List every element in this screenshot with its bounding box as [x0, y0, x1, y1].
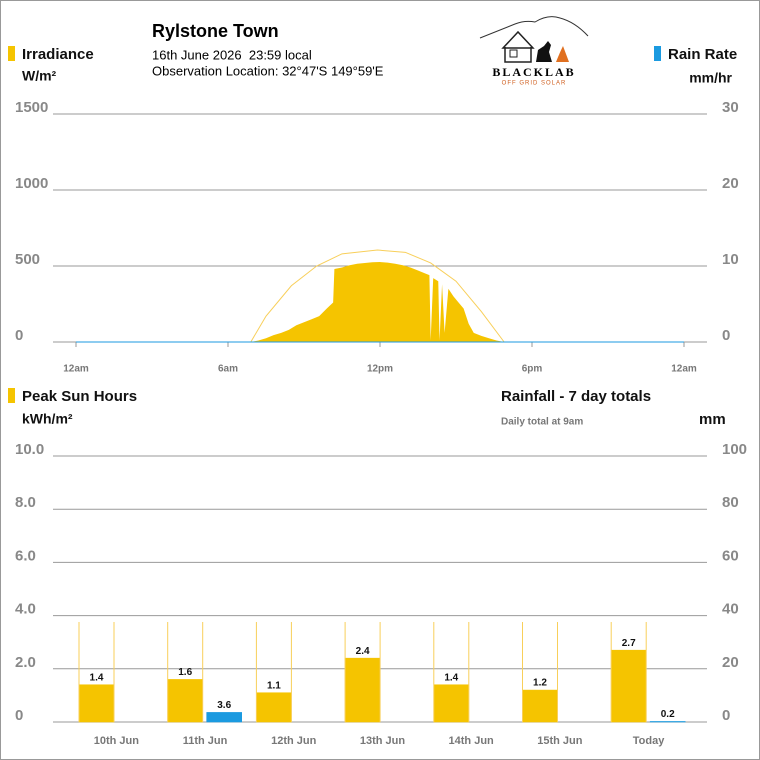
bar	[206, 712, 242, 723]
data-label: 2.4	[356, 646, 370, 657]
y-axis-unit: W/m²	[22, 68, 57, 84]
data-label: 3.6	[217, 700, 231, 711]
legend-swatch	[8, 46, 15, 61]
clear-sky-line	[250, 249, 505, 343]
bar	[610, 649, 647, 723]
legend-label: Rain Rate	[668, 46, 737, 63]
data-label: 1.4	[90, 672, 104, 683]
y-tick-label: 500	[15, 251, 40, 268]
datetime: 16th June 2026 23:59 local	[152, 47, 312, 62]
irradiance-area	[250, 262, 505, 342]
y2-axis-unit: mm	[699, 411, 726, 428]
station-title: Rylstone Town	[152, 21, 279, 41]
x-tick-label: 15th Jun	[537, 735, 583, 747]
x-tick-label: 10th Jun	[94, 735, 140, 747]
legend-swatch	[654, 46, 661, 61]
y-tick-label: 10.0	[15, 441, 44, 458]
x-tick-label: 14th Jun	[449, 735, 495, 747]
data-label: 1.1	[267, 680, 281, 691]
legend-label: Rainfall - 7 day totals	[501, 388, 651, 405]
logo-tagline: OFF GRID SOLAR	[502, 81, 567, 87]
x-tick-label: 11th Jun	[183, 735, 228, 747]
y-tick-label: 6.0	[15, 547, 36, 564]
y2-tick-label: 80	[722, 494, 739, 511]
y2-tick-label: 30	[722, 99, 739, 116]
y2-tick-label: 10	[722, 251, 739, 268]
data-label: 1.4	[444, 672, 458, 683]
x-tick-label: Today	[633, 735, 665, 747]
logo: BLACKLAB OFF GRID SOLAR	[479, 16, 589, 87]
bar	[649, 721, 686, 723]
y2-tick-label: 0	[722, 707, 730, 724]
y2-note: Daily total at 9am	[501, 417, 583, 428]
y2-tick-label: 20	[722, 654, 739, 671]
bar	[344, 657, 381, 723]
x-tick-label: 6pm	[522, 364, 543, 375]
bar	[78, 684, 115, 723]
y2-tick-label: 40	[722, 601, 739, 618]
legend-label: Irradiance	[22, 46, 94, 63]
x-tick-label: 12am	[63, 364, 89, 375]
bar	[522, 689, 558, 723]
data-label: 1.2	[533, 678, 547, 689]
data-label: 0.2	[661, 709, 675, 720]
legend-swatch	[8, 388, 15, 403]
y-tick-label: 2.0	[15, 654, 36, 671]
logo-name: BLACKLAB	[492, 65, 575, 79]
x-tick-label: 12th Jun	[271, 735, 317, 747]
y2-tick-label: 20	[722, 175, 739, 192]
location: Observation Location: 32°47'S 149°59'E	[152, 63, 384, 78]
bar	[167, 679, 203, 723]
y-tick-label: 8.0	[15, 494, 36, 511]
legend-label: Peak Sun Hours	[22, 388, 137, 405]
x-tick-label: 6am	[218, 364, 238, 375]
y-tick-label: 4.0	[15, 601, 36, 618]
bar	[433, 684, 470, 723]
y2-tick-label: 100	[722, 441, 747, 458]
data-label: 2.7	[622, 638, 636, 649]
bar	[256, 692, 292, 723]
y2-tick-label: 0	[722, 327, 730, 344]
y2-axis-unit: mm/hr	[689, 70, 732, 86]
x-tick-label: 12pm	[367, 364, 393, 375]
y-tick-label: 0	[15, 327, 23, 344]
y-tick-label: 1500	[15, 99, 48, 116]
y-axis-unit: kWh/m²	[22, 411, 73, 427]
y-tick-label: 0	[15, 707, 23, 724]
data-label: 1.6	[178, 667, 192, 678]
y2-tick-label: 60	[722, 547, 739, 564]
x-tick-label: 12am	[671, 364, 697, 375]
x-tick-label: 13th Jun	[360, 735, 406, 747]
y-tick-label: 1000	[15, 175, 48, 192]
